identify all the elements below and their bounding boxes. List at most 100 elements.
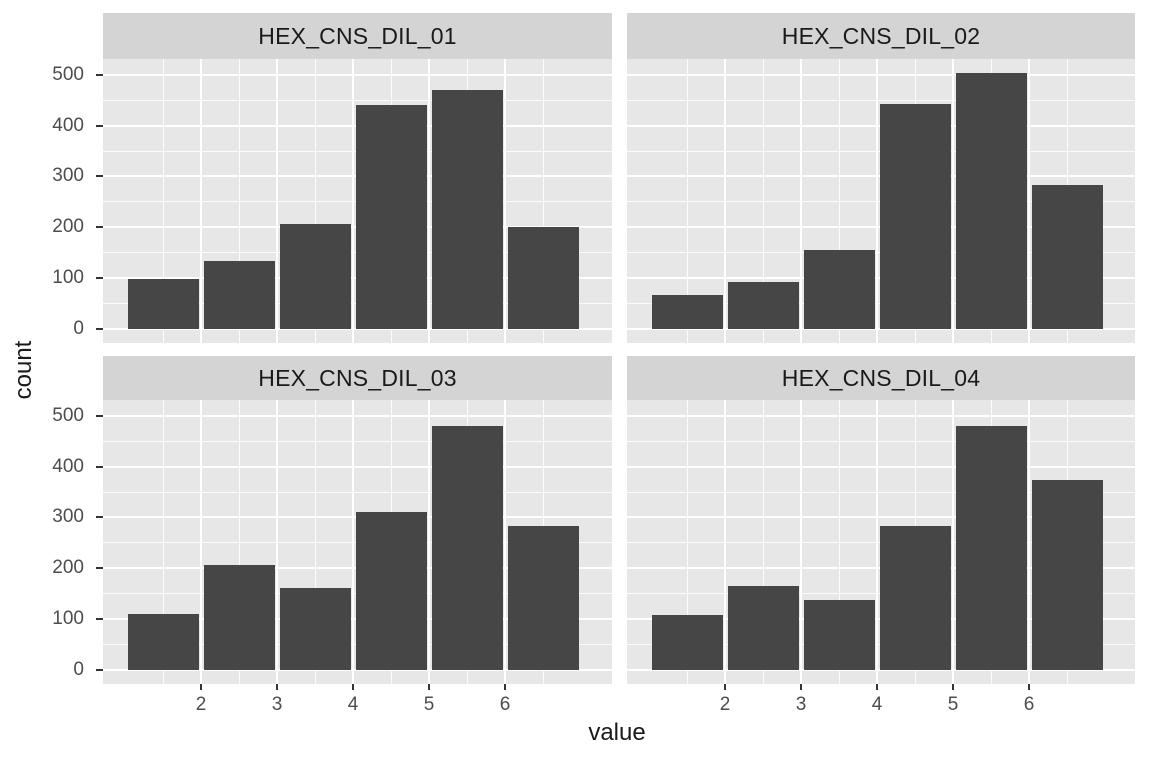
gridline-major-vertical [952,59,954,343]
gridline-minor-vertical [238,400,240,684]
y-axis-tick-label: 300 [52,165,84,187]
y-axis-tick-label: 0 [73,659,84,680]
gridline-minor-vertical [162,400,164,684]
y-axis-tick-label: 300 [52,506,84,528]
bar [1031,479,1103,670]
gridline-minor-vertical [238,59,240,343]
gridline-major-horizontal [627,516,1135,519]
gridline-major-horizontal [103,73,612,76]
y-axis-tick-mark [96,618,103,621]
bar [127,279,199,329]
x-axis-tick-mark [276,684,278,690]
x-axis-tick-mark [200,684,202,690]
x-axis-tick-label: 6 [499,694,511,715]
x-axis-tick-label: 5 [947,694,959,715]
bar [803,599,875,670]
bar [203,261,275,329]
gridline-major-horizontal [103,414,612,417]
gridline-major-vertical [276,400,278,684]
bar [879,103,951,329]
gridline-major-vertical [1028,400,1030,684]
bar [651,294,723,329]
facet-strip-title: HEX_CNS_DIL_04 [781,364,981,391]
gridline-major-horizontal [103,669,612,671]
facet-panel [627,59,1135,343]
x-axis-tick-label: 5 [423,694,435,715]
facet-strip-title: HEX_CNS_DIL_03 [258,364,457,391]
gridline-minor-vertical [686,400,688,684]
gridline-minor-vertical [838,400,840,684]
gridline-major-horizontal [627,328,1135,330]
bar [803,250,875,329]
y-axis-tick-mark [96,516,103,519]
gridline-minor-vertical [686,59,688,343]
y-axis-tick-mark [96,567,103,570]
y-axis-tick-mark [96,669,103,671]
gridline-major-vertical [276,59,278,343]
bar [355,511,427,670]
y-axis-tick-label: 200 [52,216,84,238]
gridline-major-vertical [1028,59,1030,343]
y-axis-tick-mark [96,328,103,330]
y-axis-title: count [10,340,37,400]
bar [279,224,351,329]
y-axis-tick-mark [96,175,103,178]
x-axis-tick-label: 3 [795,694,807,715]
x-axis-tick-mark [800,684,802,690]
x-axis-tick-mark [1028,684,1030,690]
facet-panel [627,400,1135,684]
x-axis-tick-label: 3 [271,694,283,715]
facet-strip-title: HEX_CNS_DIL_02 [781,22,981,49]
gridline-major-vertical [724,400,726,684]
gridline-minor-horizontal [103,99,612,101]
y-axis-tick-mark [96,226,103,229]
facet-strip: HEX_CNS_DIL_02 [627,13,1135,59]
facet-strip: HEX_CNS_DIL_04 [627,356,1135,400]
x-axis-tick-label: 4 [347,694,359,715]
y-axis-tick-label: 100 [52,267,84,289]
gridline-major-vertical [800,400,802,684]
gridline-major-vertical [952,400,954,684]
gridline-minor-vertical [762,59,764,343]
facet-strip: HEX_CNS_DIL_03 [103,356,612,400]
gridline-major-vertical [876,400,878,684]
gridline-major-horizontal [627,669,1135,671]
bar [727,282,799,329]
facet-panel [103,400,612,684]
x-axis-title: value [588,719,646,746]
y-axis-tick-mark [96,414,103,417]
x-axis-tick-mark [876,684,878,690]
facet-strip-title: HEX_CNS_DIL_01 [258,22,457,49]
y-axis-tick-mark [96,73,103,76]
bar [431,90,503,329]
bar [651,615,723,670]
bar [507,227,579,329]
gridline-minor-vertical [314,59,316,343]
bar [355,105,427,329]
y-axis-tick-label: 200 [52,557,84,579]
facet-panel [103,59,612,343]
bar [279,588,351,670]
gridline-major-vertical [428,400,430,684]
gridline-major-horizontal [103,465,612,468]
y-axis-tick-label: 500 [52,63,84,85]
bar [507,525,579,670]
bar [431,426,503,670]
y-axis-tick-label: 100 [52,608,84,630]
gridline-major-vertical [200,59,202,343]
gridline-major-horizontal [627,465,1135,468]
gridline-major-vertical [504,400,506,684]
gridline-major-vertical [724,59,726,343]
gridline-major-vertical [352,400,354,684]
x-axis-tick-label: 2 [719,694,731,715]
bar [1031,185,1103,329]
bar [879,526,951,670]
gridline-minor-vertical [762,400,764,684]
gridline-minor-horizontal [627,99,1135,101]
x-axis-tick-label: 6 [1023,694,1035,715]
x-axis-tick-mark [504,684,506,690]
gridline-minor-horizontal [103,491,612,493]
y-axis-tick-label: 500 [52,404,84,426]
gridline-minor-vertical [314,400,316,684]
x-axis-tick-mark [428,684,430,690]
